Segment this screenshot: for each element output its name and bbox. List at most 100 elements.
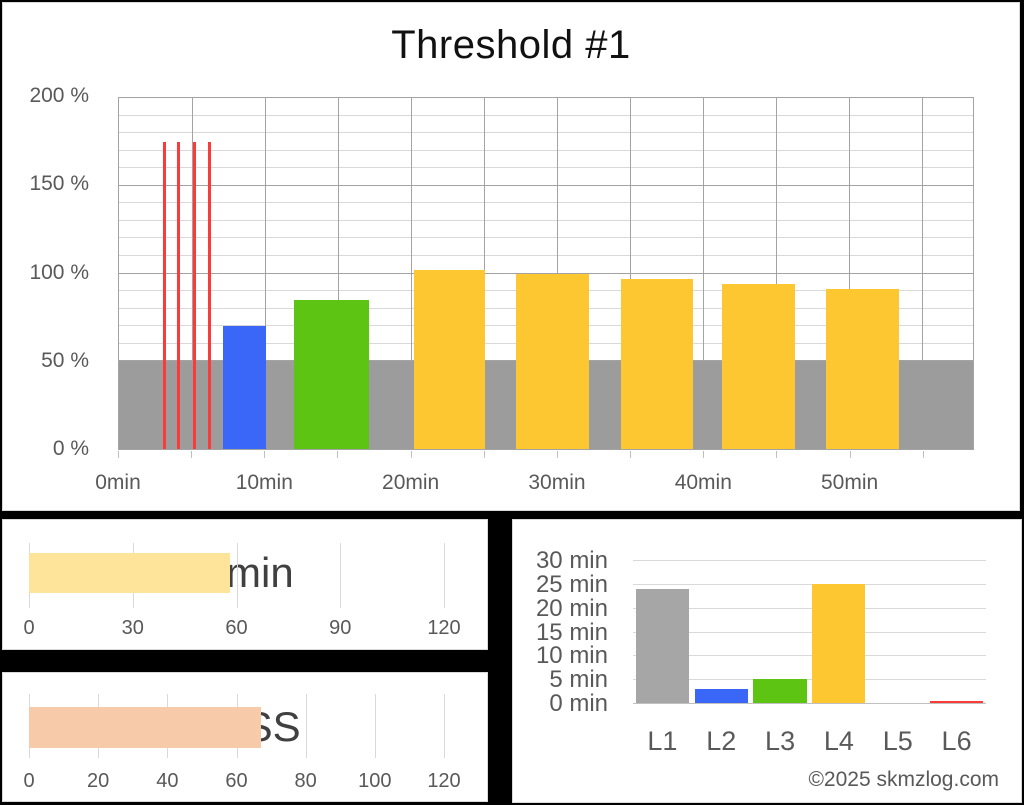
x-axis-tick-mark (922, 451, 924, 458)
h-gridline-minor (119, 132, 973, 134)
x-axis-tick-mark (776, 451, 778, 458)
x-axis-tick-label: 20min (382, 471, 440, 494)
gauge-tick-label: 30 (121, 617, 144, 639)
h-gridline-minor (119, 237, 973, 239)
zone-y-tick-label: 25 min (535, 570, 608, 598)
x-axis-tick-mark (191, 451, 193, 458)
h-gridline-minor (119, 114, 973, 116)
zone-x-tick-label: L6 (941, 726, 972, 756)
y-axis-tick-label: 150 % (29, 172, 89, 196)
x-axis-tick-label: 50min (821, 471, 879, 494)
gauge-value-bar (29, 707, 261, 748)
gauge-gridline (444, 694, 445, 758)
y-axis-tick-label: 0 % (52, 437, 89, 460)
zone-bar-L2 (694, 688, 748, 703)
zone-bar-L1 (635, 588, 689, 703)
zone-y-tick-label: 10 min (535, 642, 608, 670)
chart-title: Threshold #1 (391, 23, 631, 67)
y-axis-tick-label: 50 % (41, 348, 89, 372)
gauge-plot (29, 543, 445, 608)
workout-segment-bar (222, 326, 267, 449)
h-gridline-minor (119, 149, 973, 151)
gauge-tick-label: 80 (294, 770, 317, 792)
gauge-tick-label: 0 (23, 617, 35, 639)
zone-y-tick-label: 0 min (549, 690, 608, 717)
y-axis-tick-label: 200 % (29, 84, 89, 107)
v-gridline (410, 98, 412, 449)
zone-x-tick-label: L4 (823, 726, 854, 756)
gauge-gridline (444, 543, 445, 608)
zone-y-tick-label: 5 min (549, 666, 608, 694)
h-gridline-minor (119, 202, 973, 204)
y-axis-tick-label: 100 % (29, 260, 89, 284)
gauge-tick-label: 40 (156, 770, 179, 792)
gauge-tick-label: 60 (225, 617, 248, 639)
duration-gauge-panel: 58min 0 30 60 90 120 (2, 519, 488, 650)
v-gridline (848, 98, 850, 449)
x-axis-tick-mark (410, 451, 412, 458)
gauge-value-bar (29, 553, 230, 593)
x-axis-tick-label: 30min (528, 471, 586, 494)
workout-segment-bar (621, 278, 693, 449)
gauge-gridline (305, 694, 307, 758)
workout-segment-bar (721, 284, 795, 449)
workout-segment-bar (294, 299, 369, 449)
zones-plot-area (633, 560, 986, 704)
workout-segment-bar (516, 273, 590, 449)
zone-y-tick-label: 15 min (535, 618, 608, 646)
workout-segment-bar (162, 141, 166, 449)
zone-bar-L6 (929, 700, 984, 703)
workout-segment-bar (208, 141, 211, 449)
x-axis-tick-mark (849, 451, 851, 458)
v-gridline (702, 98, 704, 449)
zone-x-tick-label: L2 (706, 726, 737, 756)
x-axis-tick-mark (118, 451, 119, 458)
workout-segment-bar (193, 141, 197, 449)
gauge-plot (29, 694, 445, 758)
h-gridline-minor (119, 167, 973, 169)
h-gridline-minor (119, 254, 973, 256)
zone-gridline (633, 583, 986, 585)
zone-gridline (633, 679, 986, 681)
h-gridline-minor (119, 219, 973, 221)
zone-x-tick-label: L1 (647, 726, 678, 756)
x-axis-tick-mark (483, 451, 485, 458)
zone-x-tick-label: L5 (882, 726, 913, 756)
gauge-tick-label: 60 (225, 770, 248, 792)
x-axis-tick-label: 10min (235, 471, 293, 494)
zone-y-tick-label: 20 min (535, 594, 608, 622)
v-gridline (921, 98, 923, 449)
x-axis-tick-mark (630, 451, 632, 458)
x-axis-tick-mark (264, 451, 266, 458)
gauge-tick-label: 90 (329, 617, 352, 639)
h-gridline-major (119, 184, 973, 186)
threshold-chart-panel: Threshold #1 200 % 150 % 100 % 50 % 0 % 0min 1… (2, 2, 1020, 511)
gauge-tick-label: 100 (358, 770, 392, 792)
gauge-gridline (374, 694, 376, 758)
threshold-plot-area (118, 97, 974, 450)
gauge-tick-label: 120 (427, 617, 461, 639)
workout-segment-bar (413, 270, 486, 449)
zone-gridline (633, 607, 986, 609)
zones-chart-panel: ©2025 skmzlog.com 30 min 25 min 20 min 15 m… (512, 519, 1022, 803)
h-gridline-major (119, 272, 973, 274)
copyright-text: ©2025 skmzlog.com (808, 768, 999, 791)
workout-segment-bar (177, 141, 181, 449)
workout-segment-bar (825, 289, 899, 449)
zone-gridline (633, 560, 986, 561)
x-axis-tick-mark (556, 451, 558, 458)
v-gridline (629, 98, 631, 449)
gauge-tick-label: 120 (427, 770, 461, 792)
x-axis-tick-label: 40min (674, 471, 732, 494)
x-axis-tick-mark (703, 451, 705, 458)
gauge-gridline (236, 543, 238, 608)
x-axis-tick-mark (337, 451, 339, 458)
gauge-gridline (340, 543, 342, 608)
v-gridline (191, 98, 193, 449)
v-gridline (337, 98, 339, 449)
x-axis-tick-label: 0min (95, 471, 141, 494)
gauge-tick-label: 0 (23, 770, 35, 792)
v-gridline (775, 98, 777, 449)
gauge-tick-label: 20 (87, 770, 110, 792)
v-gridline (264, 98, 266, 449)
